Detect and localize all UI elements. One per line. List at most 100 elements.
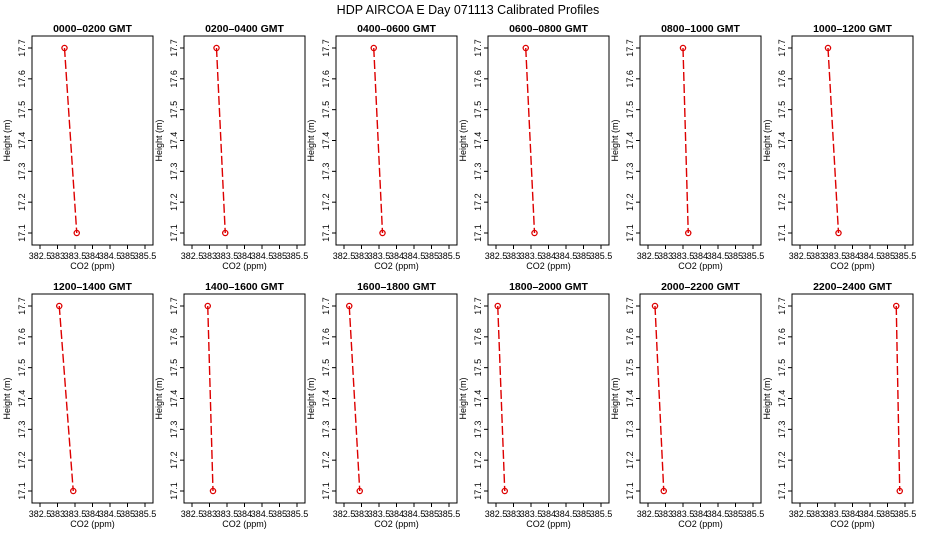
y-axis-label: Height (m) bbox=[762, 377, 772, 419]
x-tick-label: 384 bbox=[541, 251, 556, 261]
y-axis-label: Height (m) bbox=[154, 119, 164, 161]
y-tick-label: 17.3 bbox=[169, 421, 179, 439]
data-point bbox=[494, 302, 501, 310]
x-axis-label: CO2 (ppm) bbox=[222, 519, 267, 529]
y-tick-label: 17.2 bbox=[777, 451, 787, 469]
y-tick-label: 17.2 bbox=[169, 451, 179, 469]
x-tick-label: 382.5 bbox=[29, 509, 52, 519]
y-tick-label: 17.1 bbox=[17, 482, 27, 500]
x-axis-label: CO2 (ppm) bbox=[70, 261, 115, 271]
x-tick-label: 383 bbox=[658, 251, 673, 261]
y-tick-label: 17.3 bbox=[625, 163, 635, 181]
panel: 1800–2000 GMT 382.5383383.5384384.5385385… bbox=[458, 281, 612, 529]
y-tick-label: 17.5 bbox=[169, 359, 179, 377]
y-tick-label: 17.6 bbox=[625, 328, 635, 346]
y-tick-label: 17.7 bbox=[625, 297, 635, 315]
x-tick-label: 383.5 bbox=[824, 509, 847, 519]
x-axis-label: CO2 (ppm) bbox=[830, 261, 875, 271]
panel: 0600–0800 GMT 382.5383383.5384384.5385385… bbox=[458, 23, 612, 271]
x-tick-label: 385 bbox=[880, 509, 895, 519]
series-line bbox=[373, 47, 384, 234]
y-tick-label: 17.2 bbox=[321, 193, 331, 211]
y-axis-label: Height (m) bbox=[306, 377, 316, 419]
series-line bbox=[215, 47, 226, 234]
x-axis-label: CO2 (ppm) bbox=[526, 519, 571, 529]
y-tick-label: 17.5 bbox=[321, 359, 331, 377]
y-tick-label: 17.1 bbox=[169, 224, 179, 242]
x-tick-label: 384.5 bbox=[99, 251, 122, 261]
panel-title: 0800–1000 GMT bbox=[661, 23, 740, 35]
y-tick-label: 17.2 bbox=[17, 193, 27, 211]
panel: 1600–1800 GMT 382.5383383.5384384.5385385… bbox=[306, 281, 460, 529]
panel: 2200–2400 GMT 382.5383383.5384384.5385385… bbox=[762, 281, 916, 529]
x-tick-label: 383 bbox=[202, 509, 217, 519]
data-point bbox=[651, 302, 659, 310]
series-line bbox=[654, 305, 665, 492]
y-tick-label: 17.2 bbox=[473, 451, 483, 469]
x-tick-label: 383.5 bbox=[824, 251, 847, 261]
series-line bbox=[525, 47, 536, 234]
panel-frame bbox=[31, 35, 154, 246]
y-tick-label: 17.1 bbox=[473, 224, 483, 242]
panel-frame bbox=[639, 293, 762, 504]
x-tick-label: 384 bbox=[85, 509, 100, 519]
y-tick-label: 17.7 bbox=[17, 39, 27, 57]
x-tick-label: 384.5 bbox=[403, 251, 426, 261]
data-point bbox=[56, 302, 63, 310]
x-tick-label: 385 bbox=[272, 509, 287, 519]
y-tick-label: 17.5 bbox=[473, 359, 483, 377]
x-tick-label: 384 bbox=[845, 509, 860, 519]
y-tick-label: 17.5 bbox=[169, 101, 179, 119]
x-tick-label: 383.5 bbox=[520, 251, 543, 261]
x-tick-label: 385.5 bbox=[742, 251, 765, 261]
x-axis-label: CO2 (ppm) bbox=[830, 519, 875, 529]
x-tick-label: 383.5 bbox=[368, 251, 391, 261]
y-tick-label: 17.7 bbox=[625, 39, 635, 57]
y-tick-label: 17.2 bbox=[625, 193, 635, 211]
x-tick-label: 382.5 bbox=[789, 509, 812, 519]
x-axis-label: CO2 (ppm) bbox=[222, 261, 267, 271]
x-tick-label: 385 bbox=[120, 509, 135, 519]
y-tick-label: 17.7 bbox=[473, 39, 483, 57]
y-tick-label: 17.6 bbox=[321, 328, 331, 346]
x-tick-label: 385.5 bbox=[590, 251, 613, 261]
data-point bbox=[204, 302, 211, 310]
y-tick-label: 17.4 bbox=[169, 390, 179, 408]
x-tick-label: 383.5 bbox=[368, 509, 391, 519]
x-tick-label: 385.5 bbox=[894, 251, 917, 261]
data-point bbox=[679, 44, 687, 52]
x-tick-label: 383.5 bbox=[216, 509, 239, 519]
y-tick-label: 17.7 bbox=[169, 39, 179, 57]
series-line bbox=[827, 47, 840, 234]
x-tick-label: 383.5 bbox=[672, 251, 695, 261]
x-tick-label: 384 bbox=[693, 509, 708, 519]
x-tick-label: 384 bbox=[237, 251, 252, 261]
y-tick-label: 17.1 bbox=[321, 482, 331, 500]
y-tick-label: 17.4 bbox=[169, 132, 179, 150]
x-axis-label: CO2 (ppm) bbox=[374, 519, 419, 529]
x-tick-label: 384.5 bbox=[251, 251, 274, 261]
panel-frame bbox=[183, 293, 306, 504]
x-tick-label: 384.5 bbox=[251, 509, 274, 519]
x-tick-label: 385.5 bbox=[894, 509, 917, 519]
data-point bbox=[221, 229, 229, 237]
x-tick-label: 383.5 bbox=[216, 251, 239, 261]
panel-title: 0000–0200 GMT bbox=[53, 23, 132, 35]
y-tick-label: 17.4 bbox=[321, 132, 331, 150]
data-point bbox=[685, 229, 692, 237]
y-tick-label: 17.5 bbox=[625, 101, 635, 119]
y-tick-label: 17.7 bbox=[777, 297, 787, 315]
x-tick-label: 385.5 bbox=[438, 251, 461, 261]
y-tick-label: 17.5 bbox=[473, 101, 483, 119]
y-tick-label: 17.7 bbox=[169, 297, 179, 315]
panel: 0400–0600 GMT 382.5383383.5384384.5385385… bbox=[306, 23, 460, 271]
panel-frame bbox=[487, 35, 610, 246]
x-axis-label: CO2 (ppm) bbox=[678, 519, 723, 529]
panel-title: 2000–2200 GMT bbox=[661, 281, 740, 293]
y-tick-label: 17.3 bbox=[321, 163, 331, 181]
panel: 0000–0200 GMT 382.5383383.5384384.5385385… bbox=[2, 23, 156, 271]
x-tick-label: 383.5 bbox=[64, 251, 87, 261]
x-tick-label: 385.5 bbox=[134, 509, 157, 519]
x-tick-label: 383 bbox=[810, 509, 825, 519]
